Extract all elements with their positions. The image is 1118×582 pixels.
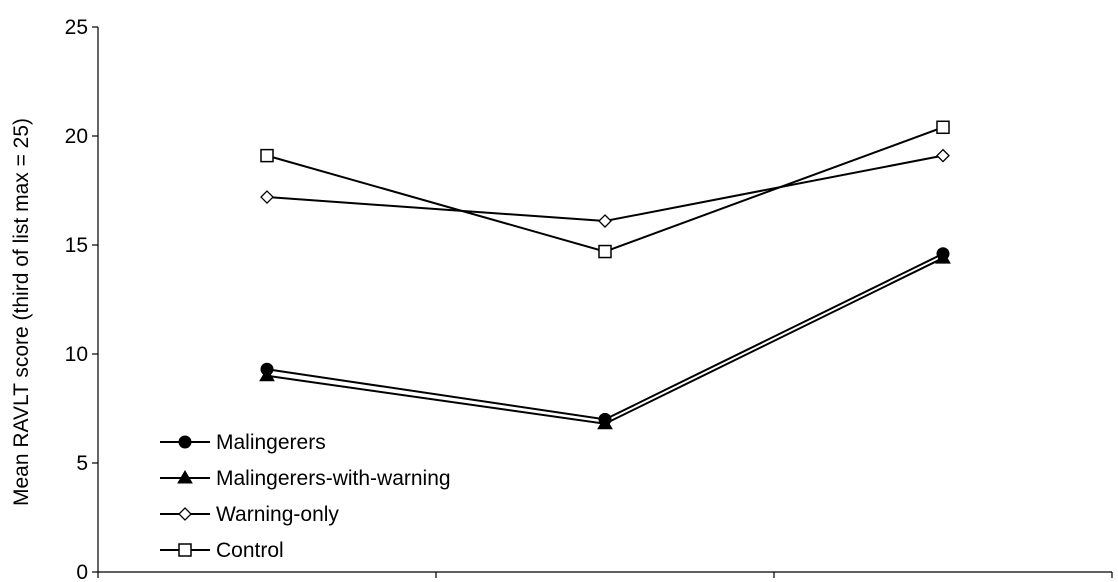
legend-label: Warning-only <box>216 503 339 526</box>
legend-marker <box>178 507 192 521</box>
y-tick-label: 10 <box>65 343 88 366</box>
legend-item: Malingerers-with-warning <box>160 467 451 490</box>
legend-item: Warning-only <box>160 503 339 526</box>
series-line <box>266 126 944 253</box>
data-point <box>936 148 950 163</box>
series-control <box>260 120 950 259</box>
data-point <box>259 367 275 382</box>
data-point <box>598 244 612 259</box>
y-tick-label: 15 <box>65 234 88 257</box>
data-point <box>597 415 613 430</box>
legend-label: Malingerers-with-warning <box>216 467 451 490</box>
data-point <box>598 214 612 228</box>
series-malingerers-with-warning <box>259 250 951 430</box>
series-line <box>266 252 944 421</box>
legend-label: Control <box>216 539 284 562</box>
y-tick-label: 20 <box>65 125 88 148</box>
y-tick-label: 25 <box>65 16 88 39</box>
series-warning-only <box>260 148 950 228</box>
y-axis-label: Mean RAVLT score (third of list max = 25… <box>10 118 33 506</box>
legend-marker <box>178 543 192 557</box>
y-tick-label: 0 <box>76 561 88 582</box>
legend-item: Malingerers <box>160 431 326 454</box>
legend-marker <box>177 470 193 484</box>
legend-marker <box>178 435 192 449</box>
axes: 0 5 10 15 20 25 <box>65 16 1113 582</box>
series-layer <box>259 120 951 430</box>
data-point <box>935 250 951 264</box>
data-point <box>260 190 274 204</box>
series-malingerers <box>260 247 950 426</box>
legend: Malingerers Malingerers-with-warning Warni… <box>160 431 451 562</box>
legend-label: Malingerers <box>216 431 326 454</box>
series-line <box>266 257 944 425</box>
y-tick-label: 5 <box>76 452 88 475</box>
data-point <box>936 120 950 135</box>
legend-item: Control <box>160 539 284 562</box>
data-point <box>260 148 274 163</box>
